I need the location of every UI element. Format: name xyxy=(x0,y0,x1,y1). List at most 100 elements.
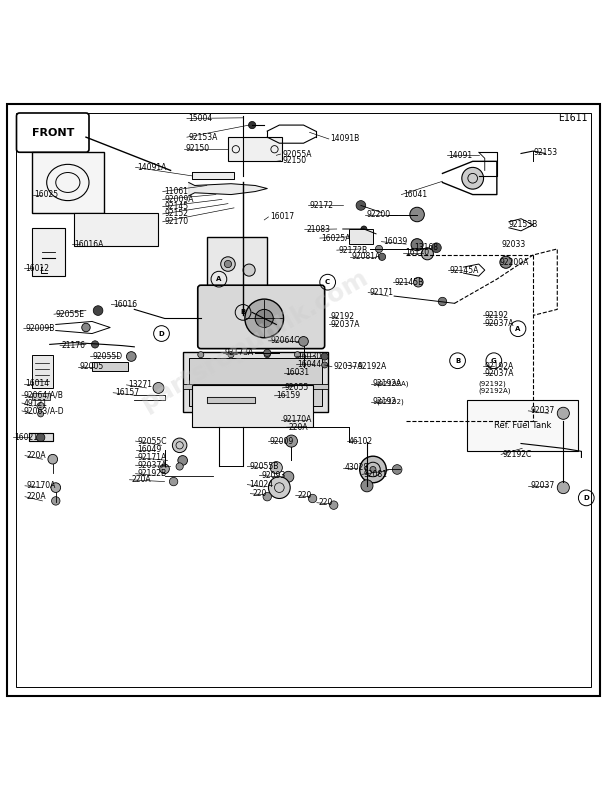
Text: 15004: 15004 xyxy=(189,114,213,123)
Text: 92037A: 92037A xyxy=(331,320,360,329)
Text: 92093: 92093 xyxy=(261,471,285,480)
FancyBboxPatch shape xyxy=(198,285,325,349)
Text: 220: 220 xyxy=(297,491,312,500)
Circle shape xyxy=(557,407,569,419)
Text: 92063/A-D: 92063/A-D xyxy=(24,406,64,415)
Bar xyxy=(32,152,104,213)
Circle shape xyxy=(82,323,90,332)
Text: 92081: 92081 xyxy=(364,470,388,479)
Text: 220A: 220A xyxy=(27,451,46,460)
Circle shape xyxy=(169,478,178,486)
Circle shape xyxy=(243,264,255,276)
Text: 92192A: 92192A xyxy=(485,362,514,370)
Text: 92037: 92037 xyxy=(530,406,554,415)
Bar xyxy=(32,228,65,276)
Text: (92192): (92192) xyxy=(376,398,404,405)
Bar xyxy=(183,352,328,412)
Bar xyxy=(74,213,158,246)
Circle shape xyxy=(361,226,367,232)
Text: 92153: 92153 xyxy=(533,148,557,157)
Text: 16039: 16039 xyxy=(383,237,407,246)
Text: 16016A: 16016A xyxy=(74,240,103,249)
Text: 92055B: 92055B xyxy=(249,462,279,471)
Circle shape xyxy=(92,341,99,348)
Text: 16031: 16031 xyxy=(285,368,310,378)
Text: D: D xyxy=(583,495,589,501)
Text: 16014: 16014 xyxy=(25,379,50,388)
Text: 14091A: 14091A xyxy=(137,163,167,172)
Text: 92192: 92192 xyxy=(331,312,354,321)
Text: 16159: 16159 xyxy=(276,391,300,400)
Text: 220: 220 xyxy=(319,498,333,507)
Text: 16017: 16017 xyxy=(270,213,294,222)
Text: 92192A: 92192A xyxy=(373,379,402,388)
Circle shape xyxy=(308,494,317,502)
Circle shape xyxy=(361,480,373,492)
Circle shape xyxy=(330,501,338,510)
Text: 92192: 92192 xyxy=(485,311,509,320)
Text: 92055C: 92055C xyxy=(137,437,167,446)
Text: 16041: 16041 xyxy=(403,190,427,199)
Circle shape xyxy=(500,256,512,268)
Text: 14024: 14024 xyxy=(249,480,273,489)
Text: 92037: 92037 xyxy=(530,482,554,490)
Text: 16157: 16157 xyxy=(115,388,139,398)
Text: (92192): (92192) xyxy=(479,381,506,387)
Circle shape xyxy=(432,243,441,253)
Bar xyxy=(183,384,328,389)
Circle shape xyxy=(52,497,60,505)
Bar xyxy=(192,385,313,427)
Text: 92145B: 92145B xyxy=(395,278,424,286)
Text: 92037A: 92037A xyxy=(334,362,363,371)
Text: 21176: 21176 xyxy=(62,341,86,350)
Text: (92192A): (92192A) xyxy=(376,381,409,387)
Bar xyxy=(228,137,282,162)
Text: 16049: 16049 xyxy=(137,445,161,454)
Text: 92170A: 92170A xyxy=(282,415,312,425)
Text: 220A: 220A xyxy=(131,475,151,484)
Text: 46102: 46102 xyxy=(349,437,373,446)
Text: 92064C: 92064C xyxy=(270,336,300,346)
Circle shape xyxy=(378,253,385,261)
Circle shape xyxy=(321,353,328,360)
Text: 92150: 92150 xyxy=(186,144,210,153)
Text: 16012: 16012 xyxy=(25,264,50,273)
Text: 92172: 92172 xyxy=(310,201,333,210)
Circle shape xyxy=(178,455,188,466)
Text: 16170: 16170 xyxy=(405,248,429,257)
Text: 92055: 92055 xyxy=(284,383,308,393)
Bar xyxy=(32,393,50,400)
Text: 92192: 92192 xyxy=(373,398,397,406)
Circle shape xyxy=(270,462,282,474)
Text: 16025A: 16025A xyxy=(322,234,351,242)
Text: 92055A: 92055A xyxy=(282,150,312,158)
Circle shape xyxy=(93,306,103,315)
Circle shape xyxy=(263,493,271,501)
Circle shape xyxy=(172,438,187,453)
Text: 92192B: 92192B xyxy=(137,470,166,478)
Text: 92005: 92005 xyxy=(80,362,104,371)
Bar xyxy=(467,400,578,451)
Circle shape xyxy=(285,435,297,447)
Text: 21083: 21083 xyxy=(307,225,331,234)
Bar xyxy=(189,358,322,406)
Circle shape xyxy=(356,201,366,210)
Text: 16030: 16030 xyxy=(297,352,322,361)
Text: 13168: 13168 xyxy=(414,243,438,252)
Circle shape xyxy=(375,246,382,253)
Text: 92153A: 92153A xyxy=(189,133,218,142)
Circle shape xyxy=(225,261,232,268)
Text: Ref. Fuel Tank: Ref. Fuel Tank xyxy=(494,422,552,430)
Text: 92153B: 92153B xyxy=(509,220,538,230)
Circle shape xyxy=(37,402,44,410)
Circle shape xyxy=(176,463,183,470)
Circle shape xyxy=(221,257,236,271)
Circle shape xyxy=(263,350,271,357)
Text: 92171: 92171 xyxy=(370,288,394,297)
Text: 92037A: 92037A xyxy=(485,369,514,378)
Text: 92033: 92033 xyxy=(501,240,526,249)
Circle shape xyxy=(462,167,484,189)
Circle shape xyxy=(228,352,234,358)
Text: 220: 220 xyxy=(252,489,266,498)
Circle shape xyxy=(360,456,386,482)
